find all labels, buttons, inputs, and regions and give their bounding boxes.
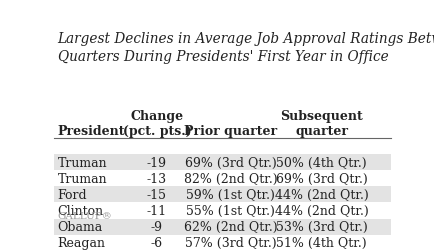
Text: 51% (4th Qtr.): 51% (4th Qtr.)	[276, 236, 367, 249]
Text: Subsequent
quarter: Subsequent quarter	[280, 110, 363, 138]
Text: 57% (3rd Qtr.): 57% (3rd Qtr.)	[185, 236, 276, 249]
Text: 69% (3rd Qtr.): 69% (3rd Qtr.)	[276, 172, 368, 185]
Text: -6: -6	[151, 236, 163, 249]
FancyBboxPatch shape	[54, 219, 391, 235]
Text: 55% (1st Qtr.): 55% (1st Qtr.)	[186, 204, 275, 217]
Text: 59% (1st Qtr.): 59% (1st Qtr.)	[186, 188, 275, 201]
Text: -9: -9	[151, 220, 163, 233]
Text: 82% (2nd Qtr.): 82% (2nd Qtr.)	[184, 172, 278, 185]
Text: Truman: Truman	[58, 172, 107, 185]
Text: -15: -15	[147, 188, 167, 201]
Text: Obama: Obama	[58, 220, 103, 233]
Text: -19: -19	[147, 156, 167, 169]
Text: 44% (2nd Qtr.): 44% (2nd Qtr.)	[275, 204, 368, 217]
Text: Clinton: Clinton	[58, 204, 104, 217]
Text: 62% (2nd Qtr.): 62% (2nd Qtr.)	[184, 220, 278, 233]
Text: Reagan: Reagan	[58, 236, 105, 249]
Text: Largest Declines in Average Job Approval Ratings Between
Quarters During Preside: Largest Declines in Average Job Approval…	[58, 32, 434, 64]
Text: President: President	[58, 125, 125, 138]
FancyBboxPatch shape	[54, 187, 391, 203]
Text: 53% (3rd Qtr.): 53% (3rd Qtr.)	[276, 220, 368, 233]
Text: Truman: Truman	[58, 156, 107, 169]
Text: 50% (4th Qtr.): 50% (4th Qtr.)	[276, 156, 367, 169]
Text: Prior quarter: Prior quarter	[184, 125, 277, 138]
Text: -13: -13	[147, 172, 167, 185]
Text: Ford: Ford	[58, 188, 87, 201]
Text: GALLUP®: GALLUP®	[58, 212, 112, 220]
FancyBboxPatch shape	[54, 155, 391, 171]
Text: 69% (3rd Qtr.): 69% (3rd Qtr.)	[185, 156, 277, 169]
Text: Change
(pct. pts.): Change (pct. pts.)	[122, 110, 191, 138]
Text: -11: -11	[147, 204, 167, 217]
Text: 44% (2nd Qtr.): 44% (2nd Qtr.)	[275, 188, 368, 201]
